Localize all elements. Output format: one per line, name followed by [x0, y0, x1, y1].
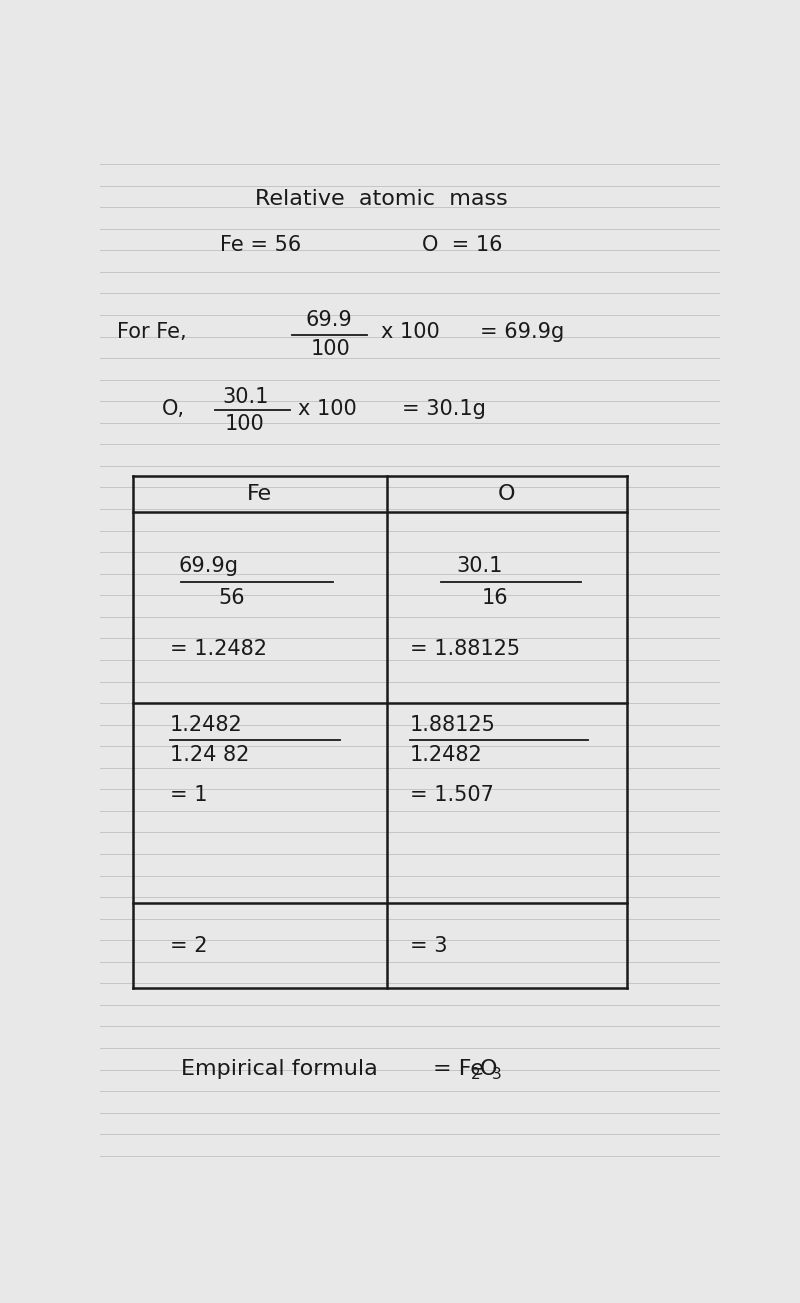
- Text: = 1.2482: = 1.2482: [170, 640, 266, 659]
- Text: 3: 3: [492, 1067, 502, 1083]
- Text: 100: 100: [310, 339, 350, 358]
- Text: 1.24 82: 1.24 82: [170, 745, 249, 765]
- Text: Empirical formula: Empirical formula: [182, 1059, 378, 1079]
- Text: 1.2482: 1.2482: [170, 714, 242, 735]
- Text: 1.2482: 1.2482: [410, 745, 482, 765]
- Text: 30.1: 30.1: [222, 387, 269, 407]
- Text: = 30.1g: = 30.1g: [402, 399, 486, 420]
- Text: = 1.88125: = 1.88125: [410, 640, 520, 659]
- Text: O: O: [498, 483, 516, 504]
- Text: O,: O,: [162, 399, 185, 420]
- Text: Fe = 56: Fe = 56: [220, 235, 302, 255]
- Text: O: O: [480, 1059, 498, 1079]
- Text: For Fe,: For Fe,: [117, 322, 186, 341]
- Text: x 100: x 100: [298, 399, 356, 420]
- Text: 2: 2: [470, 1067, 480, 1083]
- Text: 1.88125: 1.88125: [410, 714, 496, 735]
- Text: 69.9: 69.9: [306, 310, 352, 331]
- Text: O  = 16: O = 16: [422, 235, 502, 255]
- Text: = 69.9g: = 69.9g: [480, 322, 564, 341]
- Text: Relative  atomic  mass: Relative atomic mass: [255, 189, 508, 208]
- Text: Fe: Fe: [247, 483, 272, 504]
- Text: = 3: = 3: [410, 936, 447, 955]
- Text: = 2: = 2: [170, 936, 207, 955]
- Text: 69.9g: 69.9g: [178, 556, 238, 576]
- Text: 16: 16: [482, 588, 509, 607]
- Text: = 1: = 1: [170, 786, 207, 805]
- Text: 100: 100: [225, 414, 265, 434]
- Text: = 1.507: = 1.507: [410, 786, 494, 805]
- Text: 30.1: 30.1: [457, 556, 503, 576]
- Text: x 100: x 100: [381, 322, 439, 341]
- Text: = Fe: = Fe: [434, 1059, 484, 1079]
- Text: 56: 56: [218, 588, 245, 607]
